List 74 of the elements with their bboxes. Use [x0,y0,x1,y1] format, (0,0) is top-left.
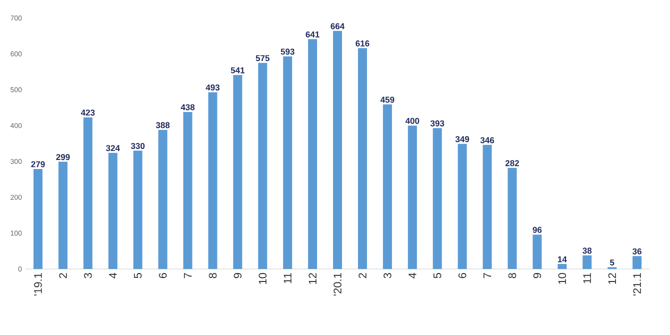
bar [233,75,242,269]
x-tick-label: 6 [458,273,466,278]
data-label: 324 [106,145,120,152]
bar [382,104,392,269]
x-tick-label: 12 [608,273,616,284]
x-tick-label: 6 [158,273,167,278]
x-tick-label: 11 [284,273,292,284]
x-tick-label: 10 [258,272,267,284]
bar [34,168,42,269]
bar [133,150,142,269]
bar [158,130,168,269]
bar [58,162,68,269]
data-label: 36 [632,248,642,254]
data-label: 593 [280,48,294,55]
bar [108,152,118,269]
data-label: 96 [532,226,542,233]
data-label: 459 [380,96,394,103]
data-label: 438 [180,104,195,110]
bar [83,117,92,269]
x-tick-label: 8 [508,273,516,278]
x-tick-label: '20.1 [334,273,342,296]
bar [482,144,492,269]
bar [432,128,442,269]
data-label: 541 [230,67,245,74]
x-tick-label: 5 [434,273,442,278]
bar [208,92,218,269]
data-label: 346 [480,137,494,144]
x-tick-label: 2 [59,273,67,278]
bar [458,144,467,269]
bar [508,168,517,269]
x-tick-label: 10 [558,272,566,284]
x-tick-label: 9 [533,273,542,278]
x-tick-label: 7 [484,273,492,278]
x-tick-label: '21.1 [633,273,641,296]
bar [333,30,342,269]
data-label: 616 [356,40,370,46]
data-label: 575 [256,55,270,62]
data-label: 5 [610,260,614,266]
bar [582,255,592,269]
x-tick-label: 9 [234,273,242,278]
x-tick-label: 12 [308,273,316,284]
data-label: 641 [306,31,320,38]
x-tick-label: 2 [358,273,366,278]
bar [632,256,642,269]
x-tick-label: 8 [208,273,217,278]
data-label: 299 [56,154,70,160]
bar [308,39,318,269]
bar [358,48,367,269]
x-tick-label: 3 [84,273,92,278]
data-label: 388 [156,122,170,128]
data-label: 400 [405,118,420,124]
data-label: 664 [330,23,345,30]
x-tick-label: 5 [134,273,142,278]
bar [408,126,417,269]
bar [183,112,192,269]
data-label: 279 [31,161,45,168]
x-tick-label: 4 [109,272,117,278]
bar [258,62,268,269]
data-label: 14 [558,256,567,262]
bar [532,234,542,269]
data-label: 393 [430,120,444,126]
bar [283,56,292,269]
data-label: 330 [130,142,145,149]
x-tick-label: '19.1 [34,273,42,296]
x-tick-label: 4 [408,272,416,278]
x-tick-label: 3 [384,273,392,278]
data-label: 423 [80,110,95,116]
data-label: 349 [455,136,470,142]
data-label: 282 [505,160,519,166]
bar [558,264,567,269]
x-tick-label: 11 [583,273,591,284]
x-tick-label: 7 [184,273,192,278]
data-label: 38 [582,248,592,254]
data-label: 493 [206,84,220,91]
